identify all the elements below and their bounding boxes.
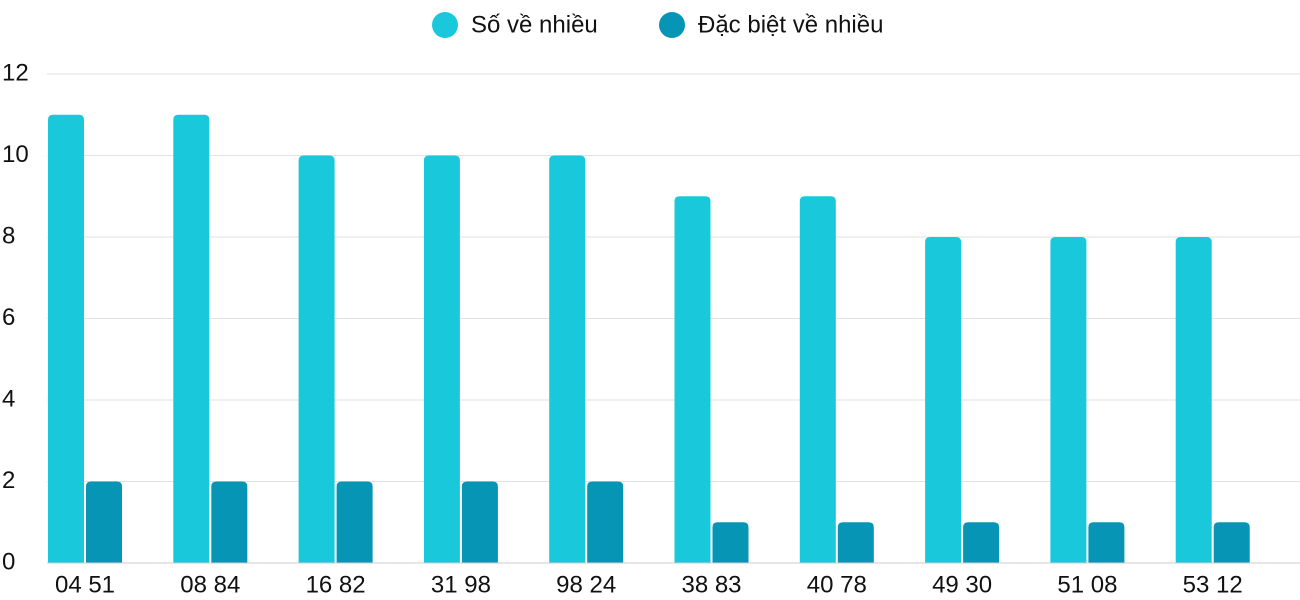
bar xyxy=(799,196,836,563)
bar xyxy=(1088,522,1125,563)
x-tick-label: 51 08 xyxy=(1057,571,1117,598)
x-tick-label: 04 51 xyxy=(55,571,115,598)
y-tick-label: 12 xyxy=(2,59,29,86)
bar xyxy=(963,522,1000,563)
bar xyxy=(1213,522,1250,563)
bar xyxy=(674,196,711,563)
y-tick-label: 8 xyxy=(2,222,15,249)
y-tick-label: 0 xyxy=(2,548,15,575)
x-tick-label: 40 78 xyxy=(807,571,867,598)
bar xyxy=(587,481,624,563)
bar xyxy=(298,155,335,563)
bar xyxy=(86,481,122,563)
x-tick-label: 16 82 xyxy=(306,571,366,598)
x-tick-label: 53 12 xyxy=(1183,571,1243,598)
bar xyxy=(423,155,460,563)
bar xyxy=(211,481,248,563)
legend-swatch xyxy=(659,12,685,38)
bar xyxy=(1175,237,1212,563)
legend-label: Đặc biệt về nhiều xyxy=(698,11,883,38)
legend-label: Số về nhiều xyxy=(471,11,598,38)
bar xyxy=(837,522,874,563)
bar xyxy=(336,481,373,563)
bar xyxy=(173,114,210,563)
y-tick-label: 4 xyxy=(2,385,15,412)
x-tick-label: 38 83 xyxy=(681,571,741,598)
legend-swatch xyxy=(432,12,458,38)
x-tick-label: 49 30 xyxy=(932,571,992,598)
x-tick-label: 31 98 xyxy=(431,571,491,598)
bar xyxy=(925,237,962,563)
bar xyxy=(549,155,586,563)
x-tick-label: 08 84 xyxy=(180,571,240,598)
bar xyxy=(1050,237,1087,563)
bar xyxy=(461,481,498,563)
bar xyxy=(712,522,749,563)
y-tick-label: 2 xyxy=(2,467,15,494)
x-tick-label: 98 24 xyxy=(556,571,616,598)
y-tick-label: 6 xyxy=(2,304,15,331)
bar xyxy=(48,114,84,563)
y-tick-label: 10 xyxy=(2,141,29,168)
